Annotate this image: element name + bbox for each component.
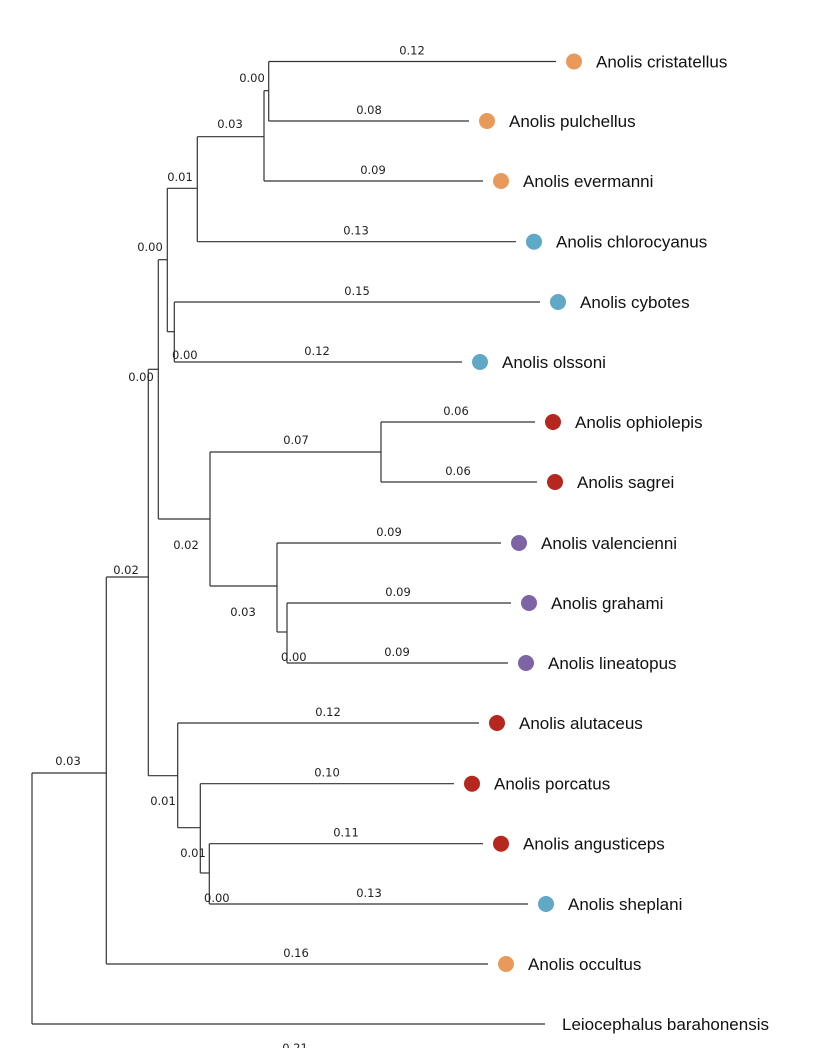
taxon-label: Anolis angusticeps: [523, 835, 665, 854]
taxon-dot-blue: [472, 354, 488, 370]
branch-length-label: 0.15: [344, 284, 370, 298]
branch-length-label: 0.12: [399, 44, 425, 58]
branch-length-label: 0.12: [304, 344, 330, 358]
taxon-dot-purple: [521, 595, 537, 611]
taxon-label: Anolis cybotes: [580, 293, 690, 312]
taxon-label: Anolis sagrei: [577, 473, 674, 492]
taxon-label: Anolis valencienni: [541, 534, 677, 553]
branch-length-label: 0.09: [385, 585, 411, 599]
branch-length-label: 0.09: [360, 163, 386, 177]
branch-length-label: 0.09: [376, 525, 402, 539]
taxon-dot-red: [547, 474, 563, 490]
branch-length-label: 0.09: [384, 645, 410, 659]
taxon-dot-orange: [498, 956, 514, 972]
taxon-label: Anolis sheplani: [568, 895, 682, 914]
taxon-label: Anolis grahami: [551, 594, 663, 613]
branch-length-label: 0.01: [150, 794, 176, 808]
taxon-dot-blue: [550, 294, 566, 310]
branch-length-label: 0.13: [356, 886, 382, 900]
branch-length-label: 0.03: [217, 117, 243, 131]
branch-length-label: 0.21: [282, 1041, 308, 1048]
branch-length-label: 0.00: [128, 370, 154, 384]
branch-length-label: 0.10: [314, 766, 340, 780]
branch-length-label: 0.01: [180, 846, 206, 860]
branch-length-label: 0.01: [167, 170, 193, 184]
taxon-dot-red: [489, 715, 505, 731]
taxon-dot-orange: [566, 53, 582, 70]
taxon-label: Anolis olssoni: [502, 353, 606, 372]
taxon-dot-red: [545, 414, 561, 430]
taxon-dot-red: [493, 835, 509, 852]
taxon-label: Anolis cristatellus: [596, 53, 727, 72]
taxon-label: Leiocephalus barahonensis: [562, 1015, 769, 1034]
branch-length-label: 0.00: [239, 71, 265, 85]
branch-length-label: 0.02: [113, 563, 139, 577]
branch-length-label: 0.16: [283, 946, 309, 960]
branch-length-label: 0.13: [343, 224, 369, 238]
branch-length-label: 0.11: [333, 826, 359, 840]
branch-length-label: 0.12: [315, 705, 341, 719]
taxon-dot-orange: [493, 173, 509, 189]
taxon-label: Anolis chlorocyanus: [556, 233, 707, 252]
branch-length-label: 0.06: [443, 404, 469, 418]
branch-length-label: 0.00: [204, 891, 230, 905]
taxon-label: Anolis evermanni: [523, 172, 653, 191]
branch-length-label: 0.02: [173, 538, 199, 552]
branch-length-label: 0.06: [445, 464, 471, 478]
taxon-label: Anolis lineatopus: [548, 654, 677, 673]
branch-length-label: 0.00: [172, 348, 198, 362]
branch-length-label: 0.07: [283, 433, 309, 447]
branch-length-label: 0.00: [281, 650, 307, 664]
taxon-dot-blue: [526, 233, 542, 250]
branch-length-label: 0.03: [55, 754, 81, 768]
taxon-dot-orange: [479, 113, 495, 129]
taxon-label: Anolis ophiolepis: [575, 413, 703, 432]
taxon-dot-blue: [538, 896, 554, 912]
taxon-label: Anolis alutaceus: [519, 714, 643, 733]
branch-length-label: 0.00: [137, 240, 163, 254]
taxon-label: Anolis porcatus: [494, 775, 610, 794]
taxon-label: Anolis pulchellus: [509, 112, 636, 131]
taxon-label: Anolis occultus: [528, 955, 641, 974]
branch-length-label: 0.08: [356, 103, 382, 117]
taxon-dot-purple: [511, 535, 527, 551]
branch-length-label: 0.03: [230, 605, 256, 619]
taxon-dot-purple: [518, 655, 534, 671]
taxon-dot-red: [464, 775, 480, 792]
